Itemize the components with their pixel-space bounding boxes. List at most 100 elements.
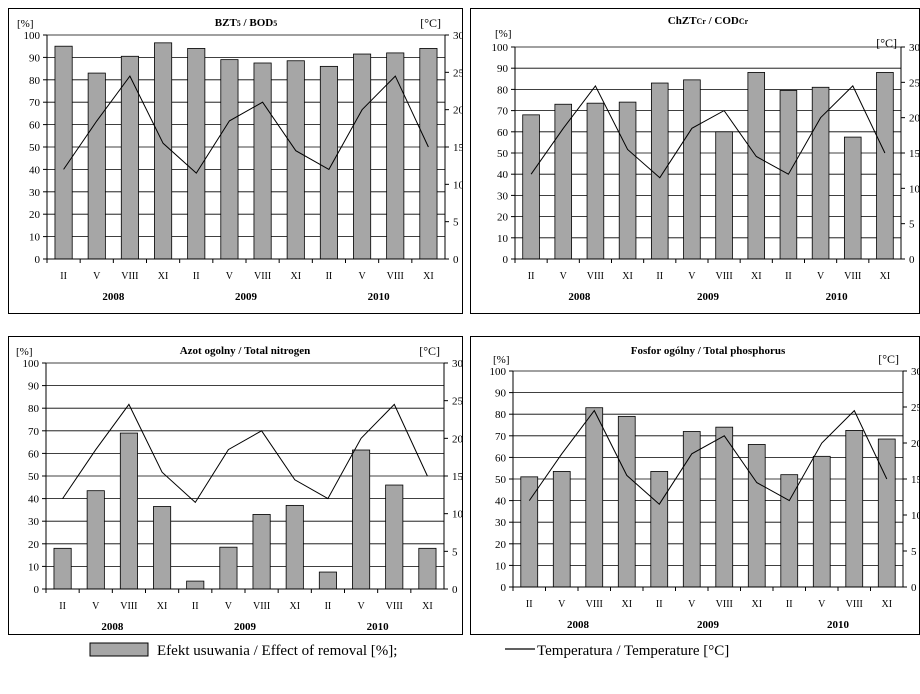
y2-tick-label: 25	[911, 402, 919, 414]
y-tick-label: 30	[29, 187, 41, 199]
y2-tick-label: 25	[909, 77, 919, 89]
bar	[715, 426, 734, 588]
bar	[53, 547, 72, 590]
y-tick-label: 90	[495, 388, 507, 400]
x-tick-label: XI	[751, 599, 762, 610]
title-part: Fosfor ogólny / Total phosphorus	[631, 345, 786, 357]
y-tick-label: 40	[29, 164, 41, 176]
chart-title: ChZTCr / CODCr	[668, 15, 749, 27]
bar	[554, 103, 573, 260]
y-tick-label: 50	[29, 142, 41, 154]
y-tick-label: 100	[492, 42, 509, 54]
bar	[419, 48, 438, 260]
bar	[54, 45, 73, 260]
x-tick-label: XI	[157, 601, 168, 612]
x-tick-label: XI	[423, 271, 434, 282]
bar	[286, 60, 305, 260]
y-tick-label: 10	[29, 232, 41, 244]
x-tick-label: XI	[290, 271, 301, 282]
year-label: 2010	[826, 291, 849, 303]
bar	[650, 471, 669, 588]
bar	[780, 474, 799, 588]
x-tick-label: V	[357, 601, 365, 612]
x-tick-label: II	[528, 271, 535, 282]
y-tick-label: 10	[495, 560, 507, 572]
x-tick-label: V	[560, 271, 568, 282]
x-tick-label: VIII	[846, 599, 863, 610]
x-tick-label: VIII	[386, 601, 403, 612]
year-label: 2009	[234, 621, 257, 633]
bar	[386, 52, 405, 260]
bar	[877, 438, 896, 588]
y2-tick-label: 20	[909, 113, 919, 125]
y2-tick-label: 25	[452, 396, 462, 408]
y2-tick-label: 10	[452, 509, 462, 521]
y-tick-label: 90	[28, 381, 40, 393]
year-label: 2009	[697, 291, 720, 303]
chart-panel-bod: 0102030405060708090100051015202530IIVVII…	[8, 8, 463, 314]
y2-tick-label: 15	[909, 148, 919, 160]
bar	[845, 430, 864, 588]
bar	[120, 55, 139, 260]
chart-legend: Efekt usuwania / Effect of removal [%]; T…	[0, 636, 920, 686]
y2-tick-label: 5	[911, 546, 917, 558]
y2-tick-label: 0	[453, 254, 459, 266]
y-tick-label: 60	[28, 448, 40, 460]
y2-tick-label: 30	[452, 358, 462, 370]
year-label: 2008	[101, 621, 124, 633]
bar	[522, 114, 540, 260]
x-tick-label: XI	[158, 271, 169, 282]
y2-tick-label: 20	[452, 433, 462, 445]
y2-unit-label: [°C]	[419, 344, 440, 358]
y-tick-label: 100	[23, 358, 40, 370]
y2-tick-label: 5	[452, 546, 458, 558]
bar	[352, 449, 371, 590]
bar	[86, 490, 105, 590]
bar	[154, 42, 173, 260]
bar	[617, 415, 636, 588]
x-tick-label: II	[326, 271, 333, 282]
y2-tick-label: 5	[909, 219, 915, 231]
x-tick-label: V	[688, 599, 696, 610]
y-tick-label: 50	[28, 471, 40, 483]
title-part: / BOD	[241, 17, 273, 29]
y-tick-label: 20	[28, 539, 40, 551]
x-tick-label: V	[92, 601, 100, 612]
title-subscript: Cr	[697, 17, 707, 26]
x-tick-label: VIII	[120, 601, 137, 612]
y2-tick-label: 10	[909, 183, 919, 195]
y-tick-label: 20	[495, 539, 507, 551]
y-tick-label: 50	[495, 474, 507, 486]
y-unit-label: [%]	[495, 28, 512, 40]
bar	[219, 546, 238, 590]
title-part: / COD	[706, 15, 739, 27]
bar	[353, 53, 372, 260]
chart-svg: 0102030405060708090100051015202530IIVVII…	[17, 16, 462, 303]
year-label: 2008	[567, 619, 590, 631]
legend-bar-swatch	[89, 642, 149, 657]
x-tick-label: VIII	[715, 271, 732, 282]
bar	[812, 455, 831, 588]
x-tick-label: II	[786, 599, 793, 610]
y-tick-label: 100	[24, 30, 41, 42]
y2-tick-label: 20	[911, 438, 919, 450]
y-tick-label: 20	[497, 212, 509, 224]
year-label: 2010	[827, 619, 850, 631]
x-tick-label: VIII	[587, 271, 604, 282]
bar	[252, 514, 271, 590]
year-label: 2009	[235, 291, 258, 303]
y-tick-label: 60	[29, 120, 41, 132]
y-unit-label: [%]	[17, 18, 34, 30]
x-tick-label: II	[526, 599, 533, 610]
title-subscript: 5	[237, 19, 241, 28]
y2-unit-label: [°C]	[420, 16, 441, 30]
y-unit-label: [%]	[16, 346, 33, 358]
legend-svg: Efekt usuwania / Effect of removal [%]; T…	[89, 642, 729, 659]
y-tick-label: 60	[497, 127, 509, 139]
chart-svg: 0102030405060708090100051015202530IIVVII…	[490, 345, 920, 631]
temperature-line	[528, 409, 888, 505]
temperature-line	[530, 84, 886, 179]
x-tick-label: XI	[751, 271, 762, 282]
y-tick-label: 100	[490, 366, 507, 378]
y-tick-label: 70	[495, 431, 507, 443]
